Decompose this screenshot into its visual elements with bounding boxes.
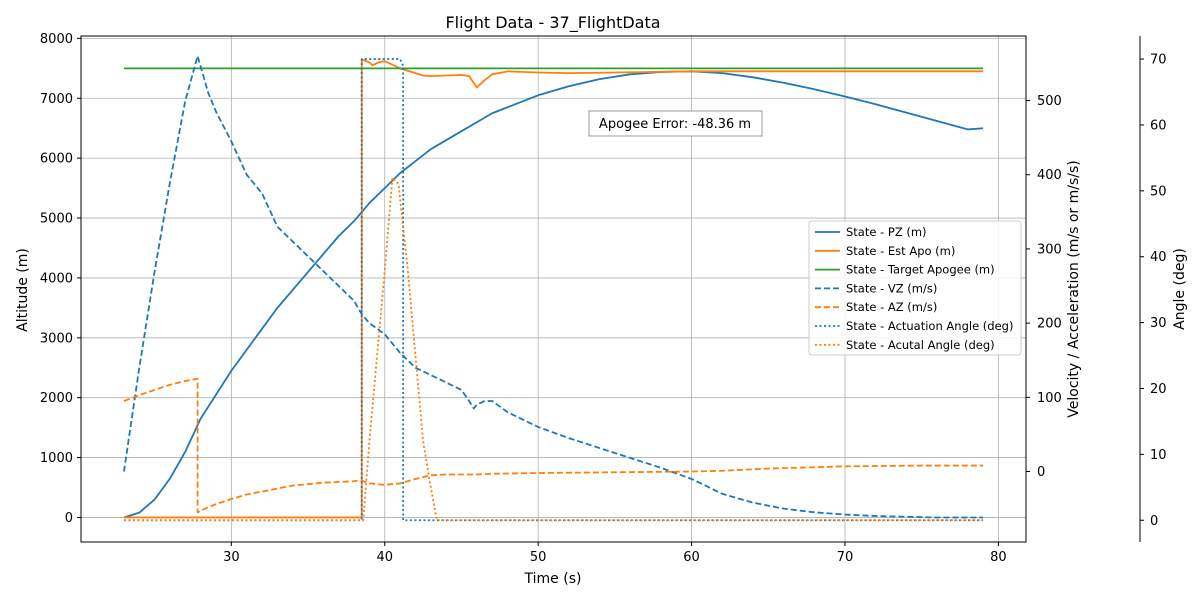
x-tick-label: 40 (376, 550, 393, 565)
right1-y-tick-label: 0 (1037, 465, 1045, 480)
right1-y-tick-label: 300 (1037, 242, 1062, 257)
series-line (123, 70, 984, 519)
right1-y-tick-label: 200 (1037, 317, 1062, 332)
right2-y-tick-label: 0 (1150, 514, 1158, 529)
right2-y-tick-label: 40 (1150, 250, 1167, 265)
plot-border (80, 35, 1027, 543)
legend: State - PZ (m) State - Est Apo (m) State -… (808, 220, 1022, 356)
x-tick-label: 80 (990, 550, 1007, 565)
annotation-text: Apogee Error: -48.36 m (599, 117, 751, 132)
apogee-annotation: Apogee Error: -48.36 m (588, 110, 763, 137)
left-y-tick-label: 0 (65, 511, 73, 526)
right2-y-axis-title: Angle (deg) (1172, 248, 1188, 330)
series-line (123, 176, 984, 522)
left-y-tick-label: 6000 (40, 152, 73, 167)
right2-y-tick-label: 60 (1150, 118, 1167, 133)
left-y-tick-label: 8000 (40, 32, 73, 47)
legend-label: State - AZ (m/s) (846, 300, 937, 314)
right1-y-tick-label: 500 (1037, 94, 1062, 109)
right1-y-tick-label: 400 (1037, 168, 1062, 183)
left-y-tick-label: 4000 (40, 271, 73, 286)
series-line (123, 377, 984, 514)
legend-label: State - Acutal Angle (deg) (846, 338, 995, 352)
series-line (123, 58, 984, 519)
left-y-tick-label: 3000 (40, 331, 73, 346)
legend-label: State - Target Apogee (m) (846, 263, 995, 277)
right1-y-axis-title: Velocity / Acceleration (m/s or m/s/s) (1066, 160, 1082, 417)
legend-label: State - PZ (m) (846, 225, 927, 239)
legend-box (808, 220, 1022, 356)
right2-y-tick-label: 70 (1150, 53, 1167, 68)
x-tick-label: 30 (223, 550, 240, 565)
series-lines (123, 55, 984, 522)
right1-y-tick-label: 100 (1037, 391, 1062, 406)
right2-y-tick-label: 10 (1150, 448, 1167, 463)
legend-label: State - VZ (m/s) (846, 281, 937, 295)
left-y-tick-label: 5000 (40, 212, 73, 227)
annotation-box (588, 110, 763, 137)
left-y-tick-label: 1000 (40, 451, 73, 466)
legend-label: State - Actuation Angle (deg) (846, 319, 1013, 333)
right2-y-tick-label: 30 (1150, 316, 1167, 331)
x-tick-label: 60 (683, 550, 700, 565)
chart-title: Flight Data - 37_FlightData (445, 13, 660, 33)
right2-y-tick-label: 20 (1150, 382, 1167, 397)
right2-y-tick-label: 50 (1150, 184, 1167, 199)
series-line (123, 55, 984, 519)
plot-frame (80, 35, 1141, 543)
x-axis-title: Time (s) (524, 571, 582, 587)
left-y-axis-title: Altitude (m) (15, 248, 31, 332)
left-y-tick-label: 2000 (40, 391, 73, 406)
x-tick-label: 70 (837, 550, 854, 565)
left-y-tick-label: 7000 (40, 92, 73, 107)
legend-label: State - Est Apo (m) (846, 244, 955, 258)
axis-ticks: 30 40 50 60 70 800100020003000400050006000700… (40, 32, 1167, 565)
x-tick-label: 50 (530, 550, 547, 565)
